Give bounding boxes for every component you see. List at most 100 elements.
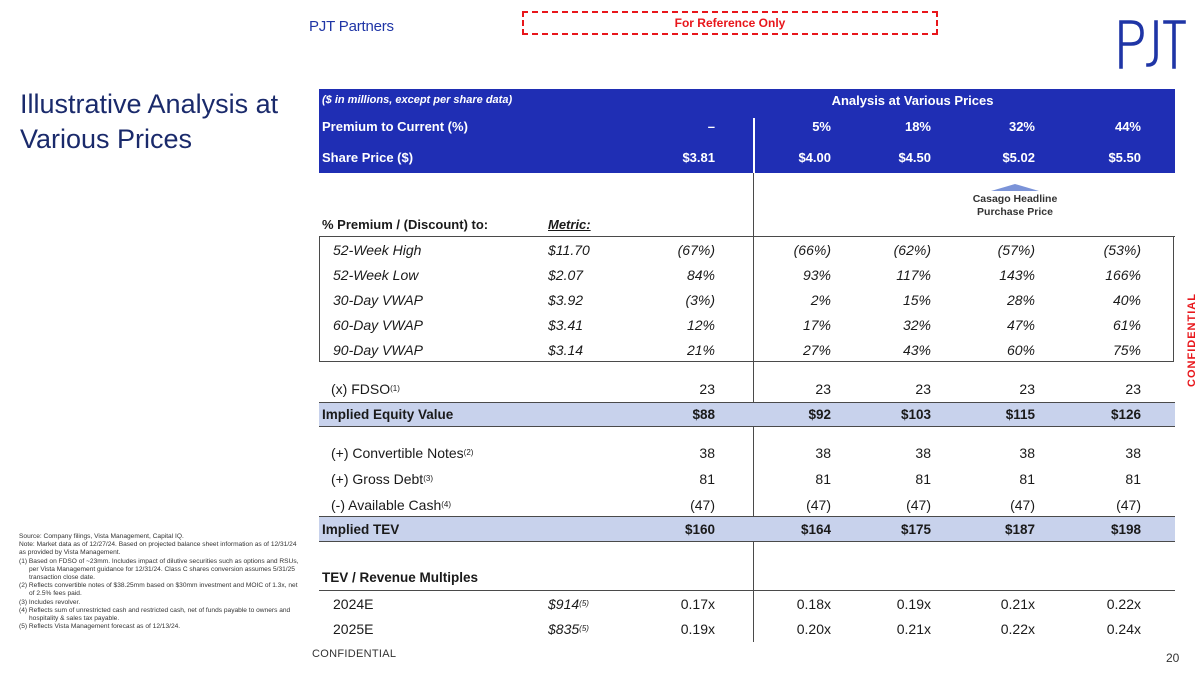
- bridge-row: (-) Available Cash (4) (47) (47) (47) (47) (47…: [319, 492, 1175, 518]
- metric-row-value: 75%: [1112, 341, 1141, 358]
- metric-row-value: 60%: [1006, 341, 1035, 358]
- bridge-row-value: 81: [1019, 471, 1035, 487]
- metric-row-value: 28%: [1006, 291, 1035, 308]
- metric-row-metric: $11.70: [548, 241, 590, 258]
- multiples-header-row: TEV / Revenue Multiples: [319, 565, 1175, 590]
- metric-row-value: 93%: [802, 266, 831, 283]
- implied-tev-row: Implied TEV $160 $164 $175 $187 $198: [319, 516, 1175, 542]
- metric-row-value: 27%: [802, 341, 831, 358]
- analysis-table: ($ in millions, except per share data) An…: [319, 89, 1175, 642]
- footnote-line: (2) Reflects convertible notes of $38.25…: [19, 582, 298, 598]
- footnote-line: (1) Based on FDSO of ~23mm. Includes imp…: [19, 557, 299, 582]
- metric-label: Metric:: [548, 216, 591, 232]
- fdso-value: 23: [699, 380, 715, 397]
- share-price-value: $5.50: [1108, 150, 1141, 165]
- multiple-row-metric: $835 (5): [548, 620, 589, 637]
- metric-row-label: 30-Day VWAP: [333, 291, 423, 308]
- metric-row-label: 90-Day VWAP: [333, 341, 423, 358]
- metric-row-value: 21%: [686, 341, 715, 358]
- bridge-row-value: (47): [806, 497, 831, 513]
- premium-value: 18%: [904, 119, 931, 134]
- multiple-row: 2024E $914 (5) 0.17x 0.18x 0.19x 0.21x 0.22x: [319, 591, 1175, 616]
- share-price-value: $3.81: [682, 150, 715, 165]
- bridge-row-value: (47): [1116, 497, 1141, 513]
- table-header-prices: Premium to Current (%) Share Price ($) – $3…: [319, 111, 1175, 173]
- premium-value: –: [707, 119, 715, 134]
- footnotes: Source: Company filings, Vista Managemen…: [19, 533, 304, 631]
- share-price-label: Share Price ($): [322, 150, 414, 165]
- share-price-value: $4.50: [898, 150, 931, 165]
- bridge-row-value: 38: [699, 445, 715, 461]
- metric-row-value: 84%: [686, 266, 715, 283]
- metric-row-metric: $3.14: [548, 341, 584, 358]
- bridge-row: (+) Gross Debt (3) 81 81 81 81 81: [319, 466, 1175, 492]
- metric-row: 52-Week High $11.70 (67%) (66%) (62%) (57%) (5…: [319, 237, 1175, 262]
- bridge-row-value: 38: [1019, 445, 1035, 461]
- tev-value: $175: [900, 521, 931, 537]
- metric-row-label: 60-Day VWAP: [333, 316, 423, 333]
- metric-row-value: 2%: [810, 291, 831, 308]
- metric-row-label: 52-Week High: [333, 241, 422, 258]
- metric-row-value: (62%): [893, 241, 931, 258]
- bridge-row: (+) Convertible Notes (2) 38 38 38 38 38: [319, 440, 1175, 466]
- metric-row-value: 61%: [1112, 316, 1141, 333]
- bridge-row-value: 81: [699, 471, 715, 487]
- metric-row: 30-Day VWAP $3.92 (3%) 2% 15% 28% 40%: [319, 287, 1175, 312]
- casago-arrow-icon: [991, 184, 1039, 191]
- bridge-row-value: 81: [915, 471, 931, 487]
- metric-box: [319, 237, 1174, 362]
- metric-row: 90-Day VWAP $3.14 21% 27% 43% 60% 75%: [319, 337, 1175, 362]
- confidential-footer: CONFIDENTIAL: [312, 648, 397, 660]
- table-header-units: ($ in millions, except per share data) An…: [319, 89, 1175, 112]
- tev-value: $160: [684, 521, 715, 537]
- metric-row-metric: $3.41: [548, 316, 584, 333]
- fdso-row: (x) FDSO (1) 23 23 23 23 23: [319, 376, 1175, 401]
- share-price-value: $5.02: [1002, 150, 1035, 165]
- metric-row-value: 15%: [902, 291, 931, 308]
- multiple-row-value: 0.21x: [896, 620, 931, 637]
- footnote-line: (5) Reflects Vista Management forecast a…: [19, 623, 181, 631]
- bridge-row-value: (47): [1010, 497, 1035, 513]
- equity-value-value: $88: [692, 407, 715, 422]
- tev-label: Implied TEV: [322, 521, 400, 537]
- tev-value: $187: [1004, 521, 1035, 537]
- fdso-value: 23: [1125, 380, 1141, 397]
- metric-row-value: 17%: [802, 316, 831, 333]
- premium-value: 32%: [1008, 119, 1035, 134]
- equity-value-value: $92: [808, 407, 831, 422]
- fdso-value: 23: [815, 380, 831, 397]
- metric-row-value: (53%): [1103, 241, 1141, 258]
- fdso-value: 23: [1019, 380, 1035, 397]
- premium-value: 5%: [812, 119, 831, 134]
- units-note: ($ in millions, except per share data): [322, 94, 513, 106]
- multiple-row-value: 0.22x: [1000, 620, 1035, 637]
- metric-row-value: 12%: [686, 316, 715, 333]
- footnote-line: Source: Company filings, Vista Managemen…: [19, 533, 184, 540]
- equity-value-value: $115: [1005, 407, 1035, 422]
- multiple-row-value: 0.21x: [1000, 595, 1035, 612]
- multiple-row-value: 0.17x: [680, 595, 715, 612]
- metric-row-value: 32%: [902, 316, 931, 333]
- multiple-row-value: 0.18x: [796, 595, 831, 612]
- premium-discount-header-row: % Premium / (Discount) to: Metric:: [319, 213, 1175, 235]
- metric-row-metric: $2.07: [548, 266, 584, 283]
- bridge-row-value: (47): [906, 497, 931, 513]
- equity-value-value: $103: [900, 407, 931, 422]
- metric-row-label: 52-Week Low: [333, 266, 419, 283]
- bridge-row-value: 81: [1125, 471, 1141, 487]
- multiple-row-value: 0.20x: [796, 620, 831, 637]
- metric-row-value: (3%): [685, 291, 715, 308]
- metric-row-value: (67%): [677, 241, 715, 258]
- tev-value: $198: [1110, 521, 1141, 537]
- bridge-row-label: (+) Convertible Notes (2): [331, 445, 474, 461]
- premium-label: Premium to Current (%): [322, 119, 468, 134]
- bridge-row-value: 38: [1125, 445, 1141, 461]
- premium-discount-label: % Premium / (Discount) to:: [322, 216, 489, 232]
- multiple-row-value: 0.24x: [1106, 620, 1141, 637]
- brand-name: PJT Partners: [309, 18, 394, 35]
- footnote-line: (3) Includes revolver.: [19, 598, 81, 606]
- confidential-side-label: CONFIDENTIAL: [1186, 293, 1198, 387]
- row-divider: [319, 236, 1175, 237]
- bridge-row-label: (+) Gross Debt (3): [331, 471, 433, 487]
- multiple-row-metric: $914 (5): [548, 595, 589, 612]
